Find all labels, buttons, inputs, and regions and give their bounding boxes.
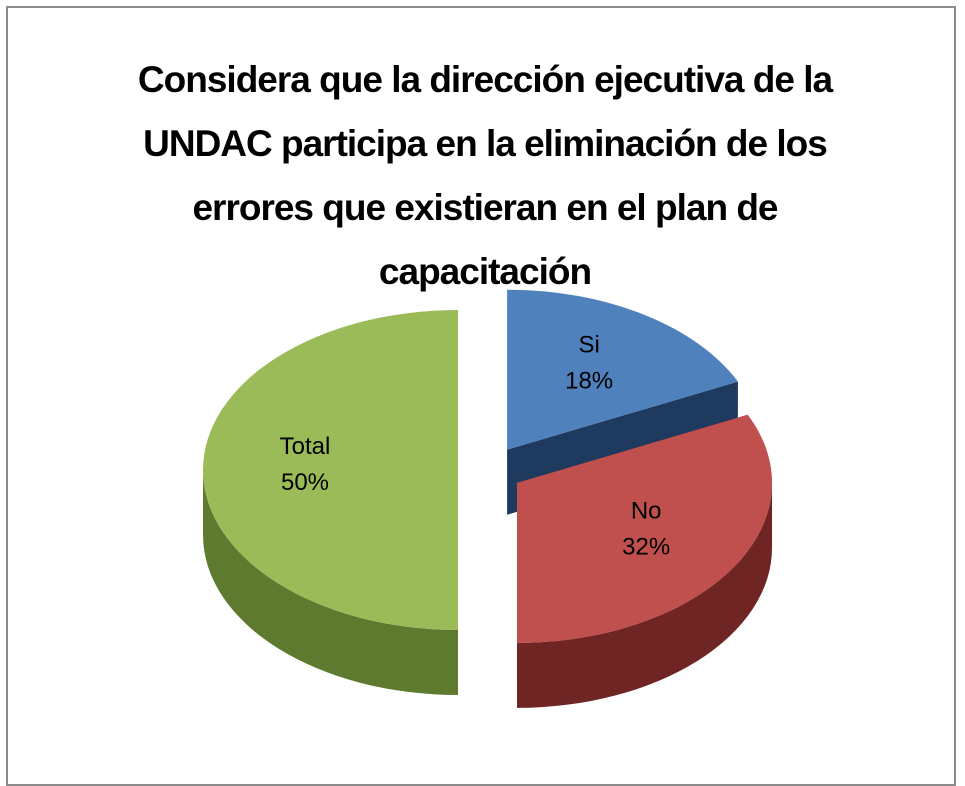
slice-value-label: 32% [622,533,670,560]
slice-value-label: 50% [281,469,329,496]
slice-label: Total [280,433,331,460]
slice-value-label: 18% [565,368,613,395]
slice-label: No [631,497,662,524]
slice-label: Si [578,332,599,359]
